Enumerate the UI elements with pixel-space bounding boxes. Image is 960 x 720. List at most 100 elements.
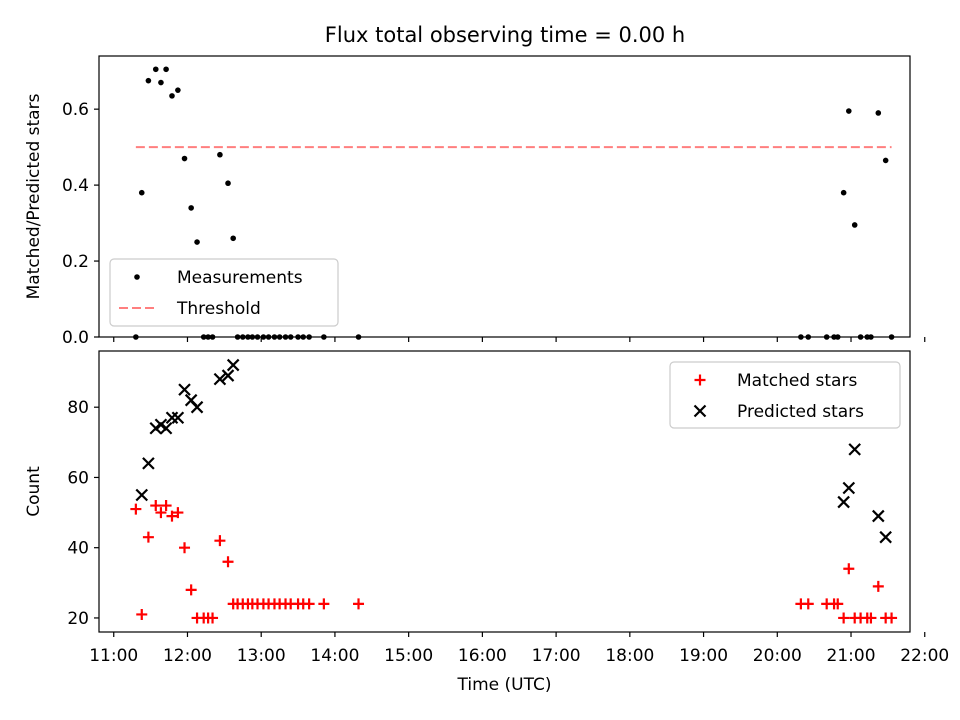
matched-star-point — [160, 500, 172, 512]
measurement-point — [194, 239, 200, 245]
measurement-point — [888, 334, 895, 340]
measurement-point — [840, 189, 847, 196]
matched-star-point — [222, 556, 234, 568]
y-tick-label: 0.4 — [62, 176, 89, 196]
matched-star-point — [185, 584, 197, 596]
predicted-star-point — [213, 372, 227, 386]
x-tick-label: 19:00 — [679, 646, 728, 666]
measurement-point — [205, 334, 211, 340]
x-tick-label: 20:00 — [753, 646, 802, 666]
predicted-star-point — [165, 411, 179, 425]
measurement-point — [857, 334, 864, 340]
matched-star-point — [865, 612, 877, 624]
series-predicted-stars — [135, 358, 892, 544]
y-tick-label: 20 — [67, 609, 89, 629]
bottom-panel-counts: 20 40 60 80 11:00 12:00 13:00 14:00 15:00 16:00 17… — [24, 350, 949, 695]
measurement-point — [321, 334, 327, 340]
measurement-point — [260, 334, 267, 340]
legend-marker-predicted — [693, 404, 707, 418]
matched-star-point — [802, 598, 814, 610]
y-axis-label: Matched/Predicted stars — [24, 93, 44, 299]
y-tick-label: 0.2 — [62, 252, 89, 272]
matched-star-point — [872, 580, 884, 592]
x-tick-label: 18:00 — [605, 646, 654, 666]
chart-title: Flux total observing time = 0.00 h — [325, 23, 685, 47]
predicted-star-point — [842, 481, 856, 495]
measurement-point — [152, 66, 159, 73]
measurement-point — [225, 180, 231, 187]
x-tick-label: 11:00 — [89, 646, 138, 666]
x-tick-label: 16:00 — [458, 646, 507, 666]
measurement-point — [882, 157, 889, 164]
measurement-point — [188, 205, 194, 211]
legend-label: Threshold — [176, 299, 261, 319]
matched-star-point — [838, 612, 850, 624]
series-matched-stars — [130, 500, 898, 624]
y-tick-label: 0.6 — [62, 100, 89, 120]
legend: Matched stars Predicted stars — [669, 361, 901, 429]
y-tick-label: 60 — [67, 468, 89, 488]
measurement-point — [169, 93, 175, 99]
predicted-star-point — [226, 358, 240, 372]
matched-star-point — [886, 612, 898, 624]
matched-star-point — [142, 531, 154, 543]
legend-label: Matched stars — [737, 371, 857, 391]
measurement-point — [230, 235, 236, 242]
matched-star-point — [832, 598, 844, 610]
predicted-star-point — [190, 400, 204, 414]
predicted-star-point — [848, 443, 861, 456]
predicted-star-point — [872, 509, 885, 523]
measurement-point — [158, 79, 164, 86]
measurement-point — [805, 334, 812, 340]
measurement-point — [300, 334, 307, 340]
predicted-star-point — [837, 495, 850, 509]
x-tick-label: 15:00 — [384, 646, 433, 666]
measurement-point — [295, 334, 301, 340]
measurement-point — [823, 334, 830, 340]
legend-marker-measurements — [134, 274, 140, 280]
measurement-point — [254, 334, 261, 340]
y-tick-label: 40 — [67, 539, 89, 559]
x-tick-label: 14:00 — [310, 646, 359, 666]
predicted-star-point — [879, 530, 892, 544]
predicted-star-point — [159, 421, 173, 435]
measurement-point — [271, 334, 278, 340]
matched-star-point — [207, 612, 219, 624]
measurement-point — [846, 108, 852, 114]
matched-star-point — [214, 535, 226, 547]
matched-star-point — [166, 510, 178, 522]
measurement-point — [798, 334, 804, 340]
legend-box — [109, 258, 339, 327]
legend: Measurements Threshold — [109, 258, 339, 327]
measurement-point — [181, 155, 188, 162]
legend-label: Measurements — [177, 268, 303, 288]
predicted-star-point — [171, 411, 185, 425]
x-tick-label: 17:00 — [532, 646, 581, 666]
predicted-star-point — [135, 488, 149, 502]
x-tick-label: 12:00 — [163, 646, 212, 666]
measurement-point — [276, 334, 283, 340]
predicted-star-point — [178, 383, 191, 396]
measurement-point — [282, 334, 289, 340]
legend-marker-matched — [694, 374, 706, 386]
matched-star-point — [136, 608, 148, 620]
x-tick-label: 13:00 — [237, 646, 286, 666]
x-tick-label: 22:00 — [900, 646, 949, 666]
matched-star-point — [172, 507, 184, 519]
measurement-point — [163, 66, 169, 73]
matched-star-point — [303, 598, 315, 610]
measurement-point — [265, 334, 272, 340]
measurement-point — [834, 334, 841, 340]
measurement-point — [287, 334, 294, 340]
matched-star-point — [843, 563, 855, 575]
measurement-point — [133, 334, 139, 340]
y-tick-label: 0.0 — [62, 328, 89, 348]
matched-star-point — [130, 503, 142, 515]
x-tick-label: 21:00 — [827, 646, 876, 666]
measurement-point — [175, 87, 181, 93]
y-tick-label: 80 — [67, 398, 89, 418]
measurement-point — [200, 334, 207, 340]
measurement-point — [239, 334, 246, 340]
measurement-point — [868, 334, 874, 340]
